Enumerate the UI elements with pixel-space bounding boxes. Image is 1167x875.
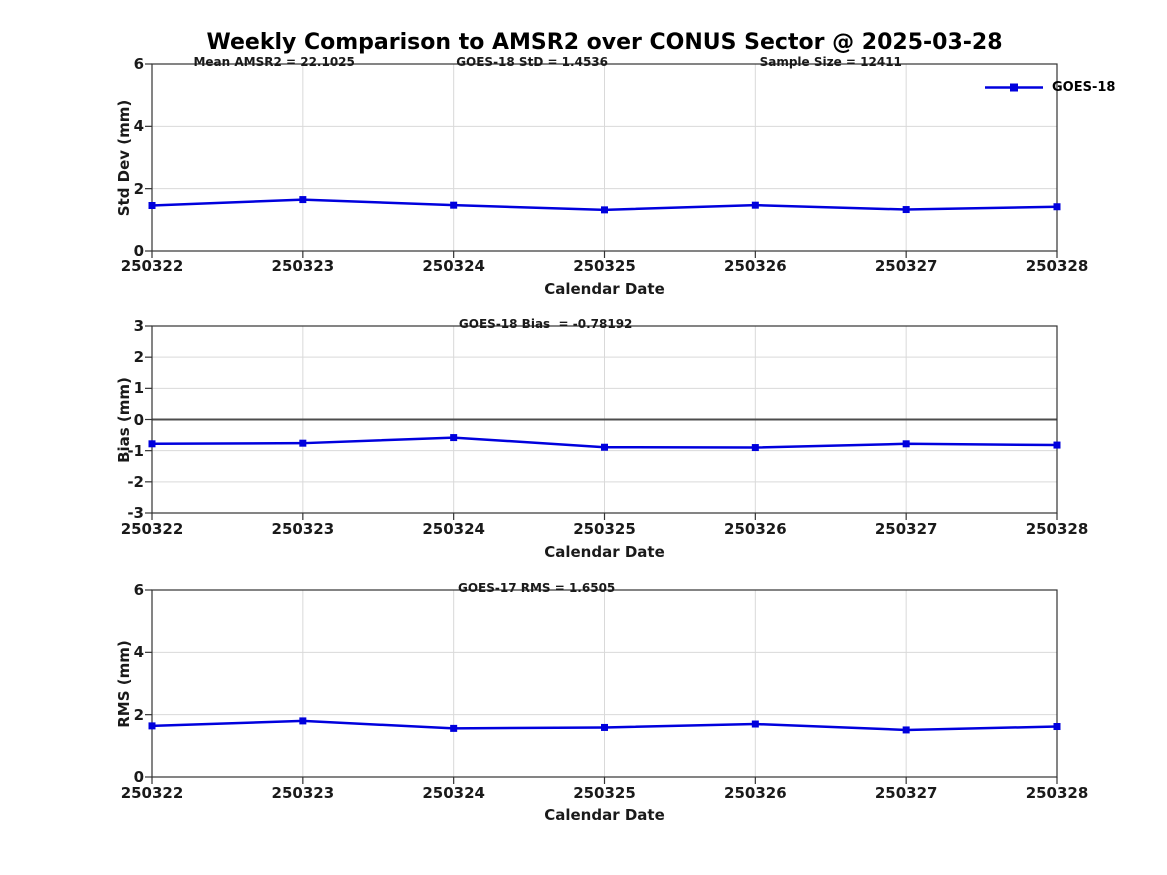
y-tick-label: 0 [133,242,144,260]
legend-line-marker-icon [985,83,1043,92]
y-tick-label: 2 [133,348,144,367]
y-tick-label: -2 [127,472,144,491]
figure-title: Weekly Comparison to AMSR2 over CONUS Se… [206,30,1003,55]
y-tick-label: -1 [127,441,144,460]
y-tick-label: 0 [133,410,144,429]
annotation-text: Sample Size = 12411 [759,55,902,69]
x-axis-label: Calendar Date [544,543,665,561]
y-tick-label: 4 [133,117,144,136]
x-tick-label: 250327 [874,257,938,275]
x-tick-label: 250322 [120,257,184,275]
annotation-text: GOES-18 StD = 1.4536 [456,55,608,69]
x-tick-label: 250325 [573,257,636,275]
data-point-marker [1053,203,1061,211]
x-tick-label: 250325 [573,784,636,802]
x-tick-label: 250327 [874,520,938,538]
x-tick-label: 250323 [271,784,335,802]
data-point-marker [601,723,608,731]
x-tick-label: 250328 [1025,257,1089,275]
x-axis-label: Calendar Date [544,280,665,298]
x-tick-label: 250324 [422,257,485,275]
y-tick-label: 6 [133,581,144,599]
data-point-marker [148,440,156,448]
data-point-marker [148,201,156,209]
x-tick-label: 250323 [271,520,335,538]
annotation-text: GOES-17 RMS = 1.6505 [457,581,616,595]
y-tick-label: 0 [133,768,144,786]
x-tick-label: 250322 [120,520,184,538]
x-tick-label: 250327 [874,784,938,802]
data-point-marker [450,724,458,732]
x-tick-label: 250324 [422,784,485,802]
legend: GOES-18 [983,79,1115,96]
annotation-text: Mean AMSR2 = 22.1025 [193,55,355,69]
annotation-text: GOES-18 Bias = -0.78192 [458,317,633,331]
data-point-marker [299,717,307,725]
y-tick-label: 2 [133,179,144,198]
x-tick-label: 250322 [120,784,184,802]
data-point-marker [299,439,307,447]
y-axis-label: RMS (mm) [115,639,133,728]
data-point-marker [450,201,458,209]
data-point-marker [751,444,759,452]
legend-label: GOES-18 [1052,80,1116,95]
x-tick-label: 250328 [1025,520,1089,538]
data-point-marker [1053,441,1061,449]
x-tick-label: 250324 [422,520,485,538]
data-point-marker [450,434,458,442]
x-tick-label: 250326 [724,784,787,802]
x-tick-label: 250326 [724,257,787,275]
y-tick-label: 2 [133,705,144,724]
y-tick-label: -3 [127,504,144,522]
x-tick-label: 250326 [724,520,787,538]
x-tick-label: 250323 [271,257,335,275]
data-point-marker [902,206,910,214]
y-tick-label: 3 [133,317,144,335]
y-tick-label: 4 [133,643,144,662]
data-point-marker [751,720,759,728]
x-tick-label: 250328 [1025,784,1089,802]
y-tick-label: 1 [133,379,144,398]
data-point-marker [1053,723,1061,731]
y-axis-label: Std Dev (mm) [115,99,133,216]
data-point-marker [148,722,156,730]
data-point-marker [299,196,307,204]
x-tick-label: 250325 [573,520,636,538]
data-point-marker [902,726,910,734]
data-point-marker [601,206,608,214]
x-axis-label: Calendar Date [544,806,665,824]
data-point-marker [601,443,608,451]
y-axis-label: Bias (mm) [115,376,133,463]
data-point-marker [751,201,759,209]
y-tick-label: 6 [133,55,144,73]
data-point-marker [902,440,910,448]
